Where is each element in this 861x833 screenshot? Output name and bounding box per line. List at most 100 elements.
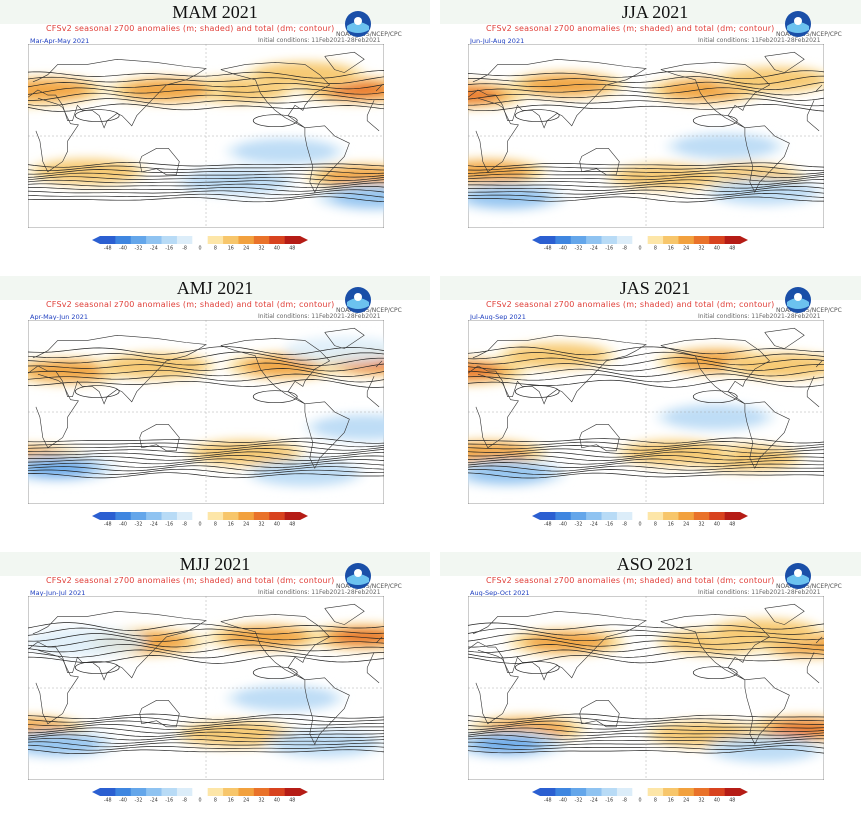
colorbar-swatch [678, 512, 695, 520]
coastline [139, 148, 180, 176]
period-label: Jun-Jul-Aug 2021 [470, 37, 525, 45]
panel-title: AMJ 2021 [176, 278, 254, 298]
colorbar-swatch [647, 512, 664, 520]
colorbar-label: 16 [228, 522, 234, 527]
coastline [468, 610, 823, 681]
colorbar-label: 40 [714, 798, 720, 803]
colorbar-swatch [284, 236, 301, 244]
contour-line [514, 385, 560, 398]
colorbar-swatch [724, 236, 741, 244]
contour-line [468, 176, 824, 182]
colorbar-label: 0 [638, 522, 641, 527]
colorbar-label: 0 [198, 522, 201, 527]
positive-anomaly [734, 354, 824, 378]
coastline [220, 338, 331, 405]
colorbar-swatch [632, 788, 648, 796]
colorbar-swatch [269, 236, 285, 244]
panel-title: MJJ 2021 [179, 554, 251, 574]
noaa-logo-icon [345, 287, 371, 313]
colorbar: -48 -40 -32 -24 -16 -8 0 8 16 24 32 40 48 [532, 236, 748, 251]
colorbar-swatch [284, 788, 301, 796]
conditions-label: Initial conditions: 11Feb2021-28Feb2021 [698, 37, 821, 44]
colorbar-arrow-left [92, 236, 100, 244]
colorbar-label: 48 [289, 246, 295, 251]
colorbar-label: 48 [289, 522, 295, 527]
panel-title: ASO 2021 [616, 554, 694, 574]
contour-line [468, 451, 824, 458]
colorbar-swatch [130, 788, 147, 796]
positive-anomaly [724, 67, 824, 92]
contour-line [252, 114, 298, 128]
colorbar-swatch [647, 236, 664, 244]
colorbar-label: 8 [654, 522, 657, 527]
colorbar-label: 32 [698, 798, 704, 803]
colorbar-swatch [616, 236, 633, 244]
panel-jja: JJA 2021 CFSv2 seasonal z700 anomalies (… [440, 0, 861, 276]
colorbar-swatch [693, 512, 710, 520]
agency-label: NOAA/NWS/NCEP/CPC [336, 307, 402, 314]
colorbar-swatch [586, 236, 602, 244]
colorbar-swatch [161, 512, 178, 520]
grid-layer [468, 320, 824, 504]
colorbar-label: -8 [182, 798, 187, 803]
conditions-label: Initial conditions: 11Feb2021-28Feb2021 [258, 37, 381, 44]
contour-line [514, 109, 560, 122]
coastline [764, 327, 805, 349]
period-label: Apr-May-Jun 2021 [30, 313, 88, 321]
contour-line [28, 734, 384, 741]
contour-line [28, 717, 384, 724]
grid-layer [28, 320, 384, 504]
coastline [660, 338, 771, 405]
colorbar-swatch [100, 236, 116, 244]
colorbar-swatch [223, 236, 239, 244]
colorbar-label: 32 [258, 522, 264, 527]
contour-line [28, 644, 384, 653]
contour-line [468, 633, 824, 642]
contour-line [28, 189, 384, 196]
contour-line [468, 469, 824, 475]
positive-anomaly [28, 361, 108, 381]
colorbar-label: 40 [274, 798, 280, 803]
contour-line [28, 169, 384, 175]
colorbar: -48 -40 -32 -24 -16 -8 0 8 16 24 32 40 48 [532, 512, 748, 527]
coastline [468, 334, 823, 405]
contour-line [468, 458, 824, 465]
colorbar-label: 24 [683, 246, 689, 251]
colorbar-swatch [663, 512, 679, 520]
conditions-label: Initial conditions: 11Feb2021-28Feb2021 [698, 589, 821, 596]
colorbar-label: 8 [214, 522, 217, 527]
colorbar: -48 -40 -32 -24 -16 -8 0 8 16 24 32 40 48 [92, 236, 308, 251]
colorbar-label: -16 [605, 798, 613, 803]
positive-anomaly [254, 62, 355, 87]
panel-mjj: MJJ 2021 CFSv2 seasonal z700 anomalies (… [0, 552, 430, 828]
panel-title: MAM 2021 [172, 2, 258, 22]
colorbar-label: -32 [135, 522, 143, 527]
colorbar-label: 8 [214, 246, 217, 251]
colorbar-label: 16 [228, 246, 234, 251]
positive-anomaly [126, 80, 207, 100]
colorbar-label: -40 [559, 246, 567, 251]
noaa-logo-icon [345, 563, 371, 589]
colorbar-label: 16 [668, 246, 674, 251]
colorbar-swatch [616, 788, 633, 796]
colorbar-swatch [176, 788, 193, 796]
colorbar-swatch [663, 788, 679, 796]
colorbar-label: 32 [698, 522, 704, 527]
colorbar: -48 -40 -32 -24 -16 -8 0 8 16 24 32 40 48 [532, 788, 748, 803]
colorbar-swatch [253, 788, 270, 796]
colorbar-swatch [161, 788, 178, 796]
positive-anomaly [774, 721, 824, 737]
colorbar-label: -32 [575, 246, 583, 251]
coastline [28, 610, 383, 681]
colorbar-swatch [269, 512, 285, 520]
coastline [744, 677, 790, 745]
colorbar-swatch [678, 788, 695, 796]
coastline [579, 424, 620, 452]
colorbar-swatch [555, 512, 572, 520]
negative-anomaly [28, 628, 148, 656]
anomaly-layer [28, 622, 384, 759]
noaa-logo-icon [785, 563, 811, 589]
colorbar-swatch [192, 236, 208, 244]
map-title: CFSv2 seasonal z700 anomalies (m; shaded… [486, 576, 775, 585]
coastline [764, 51, 805, 73]
